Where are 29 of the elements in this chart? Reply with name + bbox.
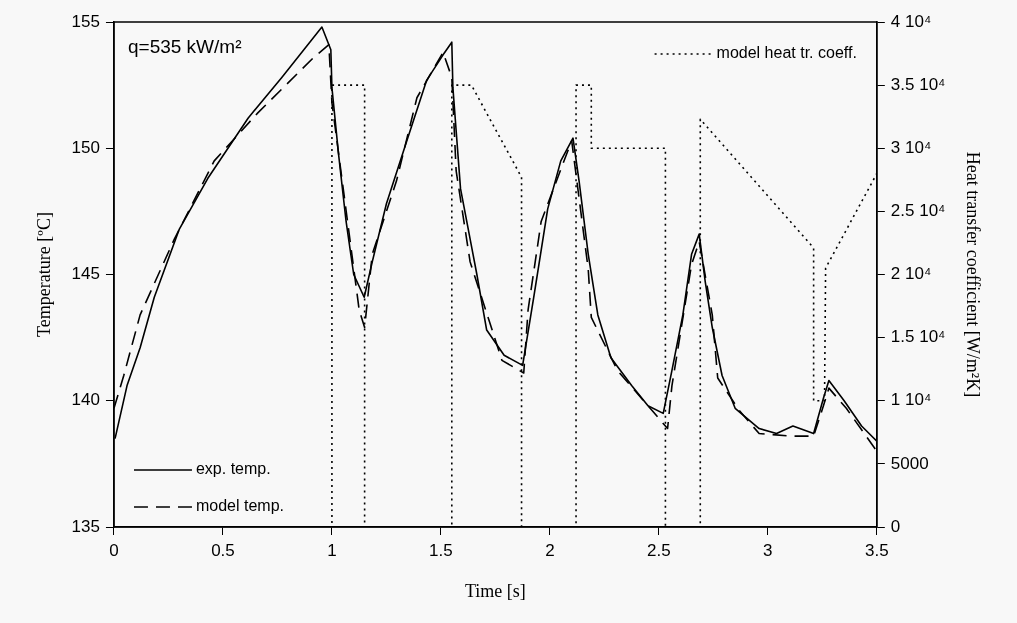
y2-tick-label: 3.5 10⁴ xyxy=(890,74,946,94)
x-tick-label: 1 xyxy=(327,540,337,560)
x-tick-label: 3.5 xyxy=(865,540,889,560)
legend-label: model temp. xyxy=(195,497,285,515)
x-tick-label: 2 xyxy=(545,540,555,560)
y2-tick-label: 2.5 10⁴ xyxy=(890,201,946,221)
annotation: q=535 kW/m² xyxy=(127,35,242,57)
y2-tick-label: 2 10⁴ xyxy=(890,264,932,284)
x-tick-label: 0.5 xyxy=(211,540,235,560)
legend-label: model heat tr. coeff. xyxy=(716,44,857,62)
x-axis-title: Time [s] xyxy=(464,580,526,601)
x-tick-label: 0 xyxy=(109,540,119,560)
y-tick-label: 150 xyxy=(71,137,100,157)
y2-tick-label: 5000 xyxy=(890,453,929,473)
y2-tick-label: 0 xyxy=(890,516,901,536)
x-tick-label: 3 xyxy=(763,540,773,560)
x-tick-label: 1.5 xyxy=(429,540,453,560)
x-tick-label: 2.5 xyxy=(647,540,671,560)
y-axis-title: Temperature [ºC] xyxy=(33,212,54,337)
y2-axis-title: Heat transfer coefficient [W/m²K] xyxy=(963,151,984,398)
y2-tick-label: 1.5 10⁴ xyxy=(890,327,946,347)
y-tick-label: 140 xyxy=(71,390,100,410)
legend-label: exp. temp. xyxy=(195,460,271,478)
y2-tick-label: 4 10⁴ xyxy=(890,11,932,31)
y2-tick-label: 1 10⁴ xyxy=(890,390,932,410)
y-tick-label: 145 xyxy=(71,264,100,284)
y-tick-label: 155 xyxy=(71,11,100,31)
y-tick-label: 135 xyxy=(71,516,100,536)
y2-tick-label: 3 10⁴ xyxy=(890,137,932,157)
